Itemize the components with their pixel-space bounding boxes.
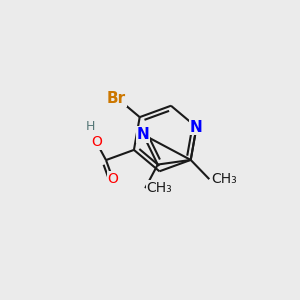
Text: N: N <box>190 120 203 135</box>
Text: CH₃: CH₃ <box>147 181 172 195</box>
Text: CH₃: CH₃ <box>211 172 236 186</box>
Text: N: N <box>137 127 149 142</box>
Text: H: H <box>86 120 95 133</box>
Text: Br: Br <box>107 91 126 106</box>
Text: O: O <box>107 172 118 186</box>
Text: O: O <box>91 135 102 149</box>
